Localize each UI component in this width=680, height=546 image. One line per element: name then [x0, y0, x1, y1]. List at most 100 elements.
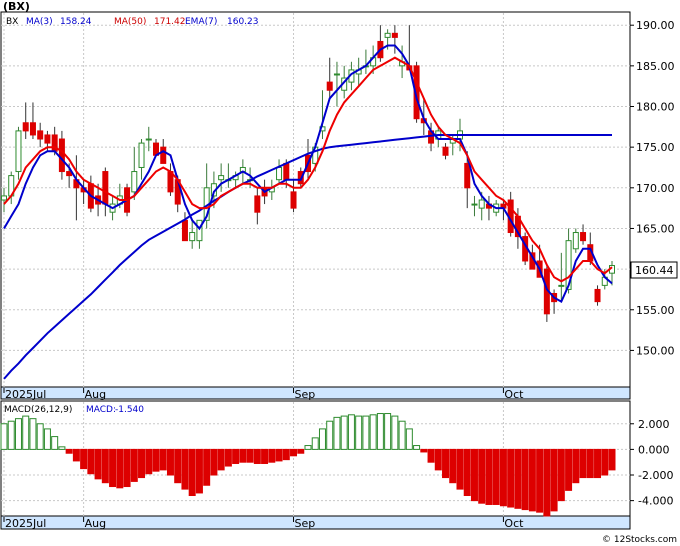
macd-bar: [333, 416, 341, 450]
macd-bar: [145, 448, 153, 475]
macd-bar: [572, 448, 580, 484]
macd-bar: [427, 448, 435, 463]
candle-body: [145, 138, 152, 141]
candle-body: [572, 232, 579, 250]
x-axis-band-top: [0, 386, 631, 400]
candle: [15, 126, 22, 180]
macd-bar: [420, 448, 428, 453]
candle-body: [102, 171, 109, 205]
legend-ma3-label: MA(3): [26, 17, 53, 27]
legend-ema7-value: 160.23: [227, 17, 259, 27]
macd-tick-label: -2.000: [638, 469, 673, 482]
macd-bar: [210, 448, 218, 476]
macd-bar: [528, 448, 536, 512]
macd-bar: [355, 415, 363, 450]
price-label: 160.44: [635, 264, 674, 277]
x-axis-band-bottom: [0, 515, 631, 530]
x-tick-label-bottom: 2025Jul: [5, 517, 46, 530]
macd-bar: [391, 415, 399, 450]
candle-body: [1, 195, 7, 201]
candle-body: [22, 122, 29, 132]
legend-ma50-value: 171.42: [154, 17, 186, 27]
macd-bar: [159, 448, 167, 471]
candle-body: [283, 162, 290, 181]
macd-bar: [449, 448, 457, 484]
macd-bars: [0, 413, 616, 517]
price-tick-label: 175.00: [636, 141, 675, 154]
series-line: [3, 134, 612, 380]
macd-bar: [586, 448, 594, 479]
x-tick-label: Aug: [85, 388, 106, 401]
candle: [442, 143, 449, 160]
x-axis-labels: 2025Jul 2025Jul Aug Aug Sep Sep Oct Oct: [3, 388, 524, 530]
macd-bar: [152, 448, 160, 472]
candle-body: [29, 122, 36, 136]
price-tick-label: 170.00: [636, 182, 675, 195]
macd-bar: [174, 448, 182, 484]
macd-bar: [14, 418, 22, 450]
candle-body: [160, 146, 167, 164]
macd-bar: [413, 445, 421, 450]
macd-bar: [463, 448, 471, 497]
macd-bar: [297, 448, 305, 454]
x-tick-label-bottom: Aug: [85, 517, 106, 530]
macd-title: MACD(26,12,9): [4, 405, 72, 415]
macd-bar: [507, 448, 515, 508]
macd-bar: [485, 448, 493, 505]
macd-bar: [565, 448, 573, 491]
candle-body: [594, 288, 601, 303]
macd-bar: [579, 448, 587, 479]
macd-bar: [22, 415, 30, 450]
macd-bar: [87, 448, 95, 475]
legend-ticker: BX: [6, 17, 18, 27]
macd-bar: [536, 448, 544, 513]
macd-bar: [36, 423, 44, 450]
candle: [464, 151, 471, 209]
candle-body: [181, 219, 188, 242]
candle: [391, 25, 398, 54]
candle: [1, 187, 7, 213]
macd-bar: [492, 448, 500, 505]
macd-bar: [224, 448, 232, 467]
candle-body: [580, 232, 587, 242]
candle-body: [442, 146, 449, 156]
candle-body: [384, 32, 391, 38]
candle: [543, 265, 550, 322]
macd-bar: [376, 413, 384, 450]
candle: [572, 228, 579, 253]
candle: [471, 195, 478, 217]
candle-body: [391, 32, 398, 38]
series-line: [3, 56, 613, 283]
macd-bar: [557, 448, 565, 502]
macd-tick-label: 0.000: [638, 443, 670, 456]
price-tick-label: 185.00: [636, 60, 675, 73]
candle: [131, 147, 138, 200]
macd-bar: [29, 418, 37, 450]
candle-body: [189, 232, 196, 242]
macd-bar: [326, 420, 334, 450]
price-tick-label: 180.00: [636, 101, 675, 114]
chart-title: (BX): [3, 0, 30, 13]
macd-bar: [123, 448, 131, 488]
candle-body: [138, 142, 145, 168]
legend-ma50-label: MA(50): [114, 17, 146, 27]
macd-bar: [246, 448, 254, 463]
x-tick-label: Sep: [295, 388, 316, 401]
x-tick-label: Oct: [504, 388, 524, 401]
moving-average-lines: [3, 44, 613, 380]
candle-body: [478, 199, 485, 209]
macd-bar: [0, 423, 8, 450]
price-legend: BX MA(3) 158.24 MA(50) 171.42 EMA(7) 160…: [6, 17, 259, 27]
macd-bar: [109, 448, 117, 488]
macd-bar: [51, 436, 59, 450]
candle-body: [290, 191, 297, 209]
legend-ma3-value: 158.24: [60, 17, 92, 27]
macd-bar: [261, 448, 269, 464]
macd-bar: [304, 445, 312, 450]
candle-body: [44, 134, 51, 144]
price-tick-label: 190.00: [636, 19, 675, 32]
candle-body: [218, 175, 225, 181]
legend-ema7-label: EMA(7): [185, 17, 217, 27]
macd-tick-label: -4.000: [638, 495, 673, 508]
